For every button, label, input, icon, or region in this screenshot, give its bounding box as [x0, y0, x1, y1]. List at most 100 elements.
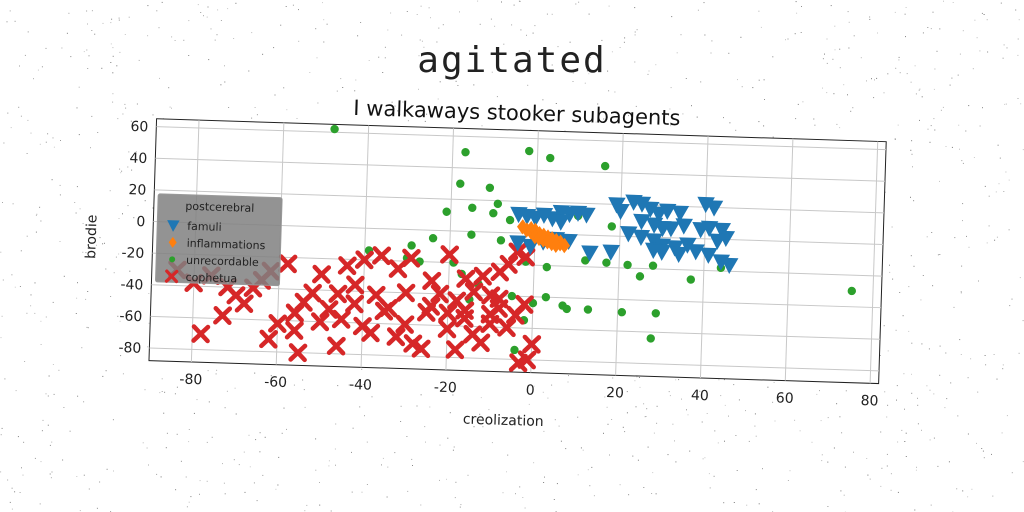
unrecordable-point — [456, 179, 465, 188]
famuli-point — [578, 207, 596, 224]
famuli-point — [642, 201, 660, 218]
unrecordable-point — [648, 261, 658, 270]
unrecordable-point — [583, 305, 593, 314]
unrecordable-point — [635, 272, 645, 281]
cophetua-point — [328, 284, 348, 304]
x-gridline — [699, 136, 709, 378]
famuli-point — [510, 206, 528, 224]
cophetua-point — [411, 339, 431, 359]
famuli-point — [671, 205, 690, 222]
y-tick-label: -20 — [121, 245, 144, 262]
cophetua-point — [278, 254, 298, 274]
cophetua-point — [302, 283, 322, 303]
y-axis-label: brodie — [83, 214, 100, 259]
inflammations-point — [517, 219, 529, 235]
cophetua-point — [386, 327, 406, 347]
unrecordable-point — [602, 258, 611, 267]
inflammations-point — [558, 237, 571, 254]
cophetua-point — [455, 300, 475, 320]
famuli-point — [602, 244, 620, 261]
cophetua-point — [497, 318, 517, 338]
y-tick-label: -40 — [120, 277, 143, 294]
legend-box — [155, 193, 283, 287]
famuli-point — [509, 235, 527, 252]
cophetua-point — [331, 309, 351, 329]
cophetua-point — [354, 250, 374, 270]
unrecordable-point — [542, 262, 552, 272]
x-tick-label: 0 — [525, 382, 534, 398]
cophetua-point — [517, 350, 537, 370]
cophetua-point — [319, 299, 339, 319]
cophetua-point — [401, 248, 421, 268]
famuli-point — [662, 221, 681, 238]
famuli-point — [552, 214, 570, 231]
x-axis-label: creolization — [463, 412, 544, 431]
unrecordable-point — [525, 146, 534, 156]
legend-marker-unrecordable — [169, 256, 176, 263]
cophetua-point — [438, 303, 458, 323]
cophetua-point — [464, 282, 484, 302]
famuli-point — [708, 233, 727, 250]
cophetua-point — [326, 336, 346, 356]
legend-marker-cophetua — [164, 269, 179, 284]
y-gridline — [154, 189, 884, 214]
cophetua-point — [378, 298, 398, 318]
legend-label-inflammations: inflammations — [186, 237, 265, 252]
cophetua-point — [508, 242, 528, 262]
unrecordable-point — [467, 230, 476, 239]
cophetua-point — [440, 245, 460, 265]
cophetua-point — [345, 275, 365, 295]
cophetua-point — [403, 334, 423, 354]
y-gridline — [156, 126, 886, 151]
unrecordable-point — [541, 292, 551, 302]
unrecordable-point — [581, 256, 590, 265]
y-tick-label: -60 — [119, 308, 142, 325]
x-gridline — [784, 138, 794, 381]
cophetua-point — [213, 305, 233, 325]
famuli-point — [705, 200, 724, 217]
x-tick-label: -80 — [179, 372, 202, 389]
famuli-point — [675, 218, 693, 235]
data-points — [167, 124, 857, 373]
unrecordable-point — [485, 183, 495, 192]
x-tick-label: -40 — [349, 377, 372, 394]
cophetua-point — [445, 340, 465, 360]
cophetua-point — [421, 296, 441, 316]
famuli-point — [612, 203, 630, 220]
legend-title: postcerebral — [185, 200, 254, 215]
unrecordable-point — [407, 241, 416, 250]
x-tick-label: -60 — [264, 374, 287, 391]
cophetua-point — [499, 254, 519, 274]
cophetua-point — [422, 271, 442, 291]
legend-marker-inflammations — [168, 236, 177, 248]
y-tick-label: 60 — [130, 119, 148, 136]
cophetua-point — [234, 294, 254, 313]
y-tick-label: 20 — [128, 182, 146, 199]
series-famuli — [509, 194, 739, 275]
cophetua-point — [284, 320, 304, 340]
unrecordable-point — [651, 309, 660, 318]
cophetua-point — [514, 294, 534, 314]
unrecordable-point — [600, 161, 610, 171]
unrecordable-point — [546, 153, 555, 163]
famuli-point — [713, 222, 732, 239]
cophetua-point — [312, 264, 332, 284]
unrecordable-point — [442, 207, 451, 216]
x-tick-label: -20 — [434, 380, 457, 397]
y-gridline — [155, 157, 885, 182]
unrecordable-point — [428, 234, 438, 243]
tick-labels: -80 -60 -40 -20 0 20 40 60 80 60 40 20 0 -20 -40 -60 -80 — [118, 119, 878, 410]
x-tick-label: 60 — [776, 390, 794, 407]
legend-label-famuli: famuli — [187, 220, 222, 234]
famuli-point — [670, 246, 688, 263]
unrecordable-point — [562, 304, 571, 314]
cophetua-point — [345, 294, 365, 314]
cophetua-point — [456, 269, 476, 289]
series-inflammations — [517, 219, 571, 254]
cophetua-point — [471, 333, 491, 353]
unrecordable-point — [489, 209, 498, 218]
famuli-point — [653, 244, 671, 261]
famuli-point — [700, 247, 718, 264]
cophetua-point — [288, 343, 308, 363]
unrecordable-point — [330, 124, 339, 134]
